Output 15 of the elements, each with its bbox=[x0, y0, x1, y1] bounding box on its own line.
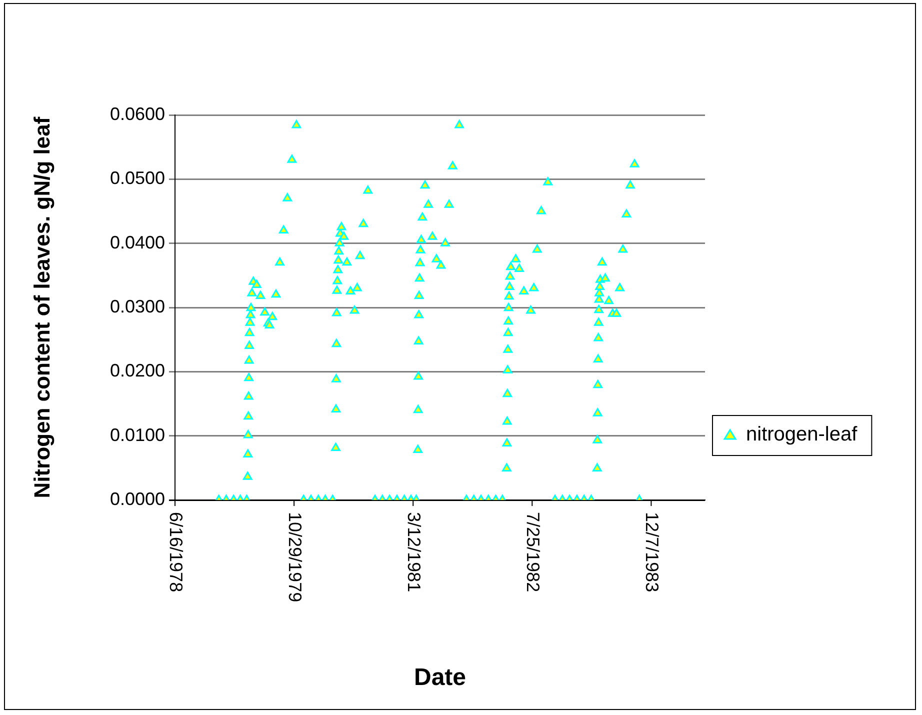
y-tick-label: 0.0600 bbox=[110, 104, 165, 124]
legend-label: nitrogen-leaf bbox=[746, 424, 858, 446]
x-tick-label: 6/16/1978 bbox=[166, 512, 186, 592]
y-tick-label: 0.0000 bbox=[110, 488, 165, 509]
x-axis-title: Date bbox=[414, 664, 466, 692]
x-tick-label: 7/25/1982 bbox=[523, 512, 544, 592]
x-tick-label: 3/12/1981 bbox=[404, 512, 424, 592]
y-tick-label: 0.0500 bbox=[110, 168, 165, 188]
y-tick-label: 0.0200 bbox=[110, 360, 165, 381]
y-axis-title: Nitrogen content of leaves. gN/g leaf bbox=[29, 116, 54, 498]
y-tick-label: 0.0300 bbox=[110, 296, 165, 316]
y-tick-label: 0.0100 bbox=[110, 424, 165, 445]
x-tick-label: 10/29/1979 bbox=[285, 512, 306, 602]
x-tick-label: 12/7/1983 bbox=[642, 512, 662, 592]
y-tick-label: 0.0400 bbox=[110, 232, 165, 252]
